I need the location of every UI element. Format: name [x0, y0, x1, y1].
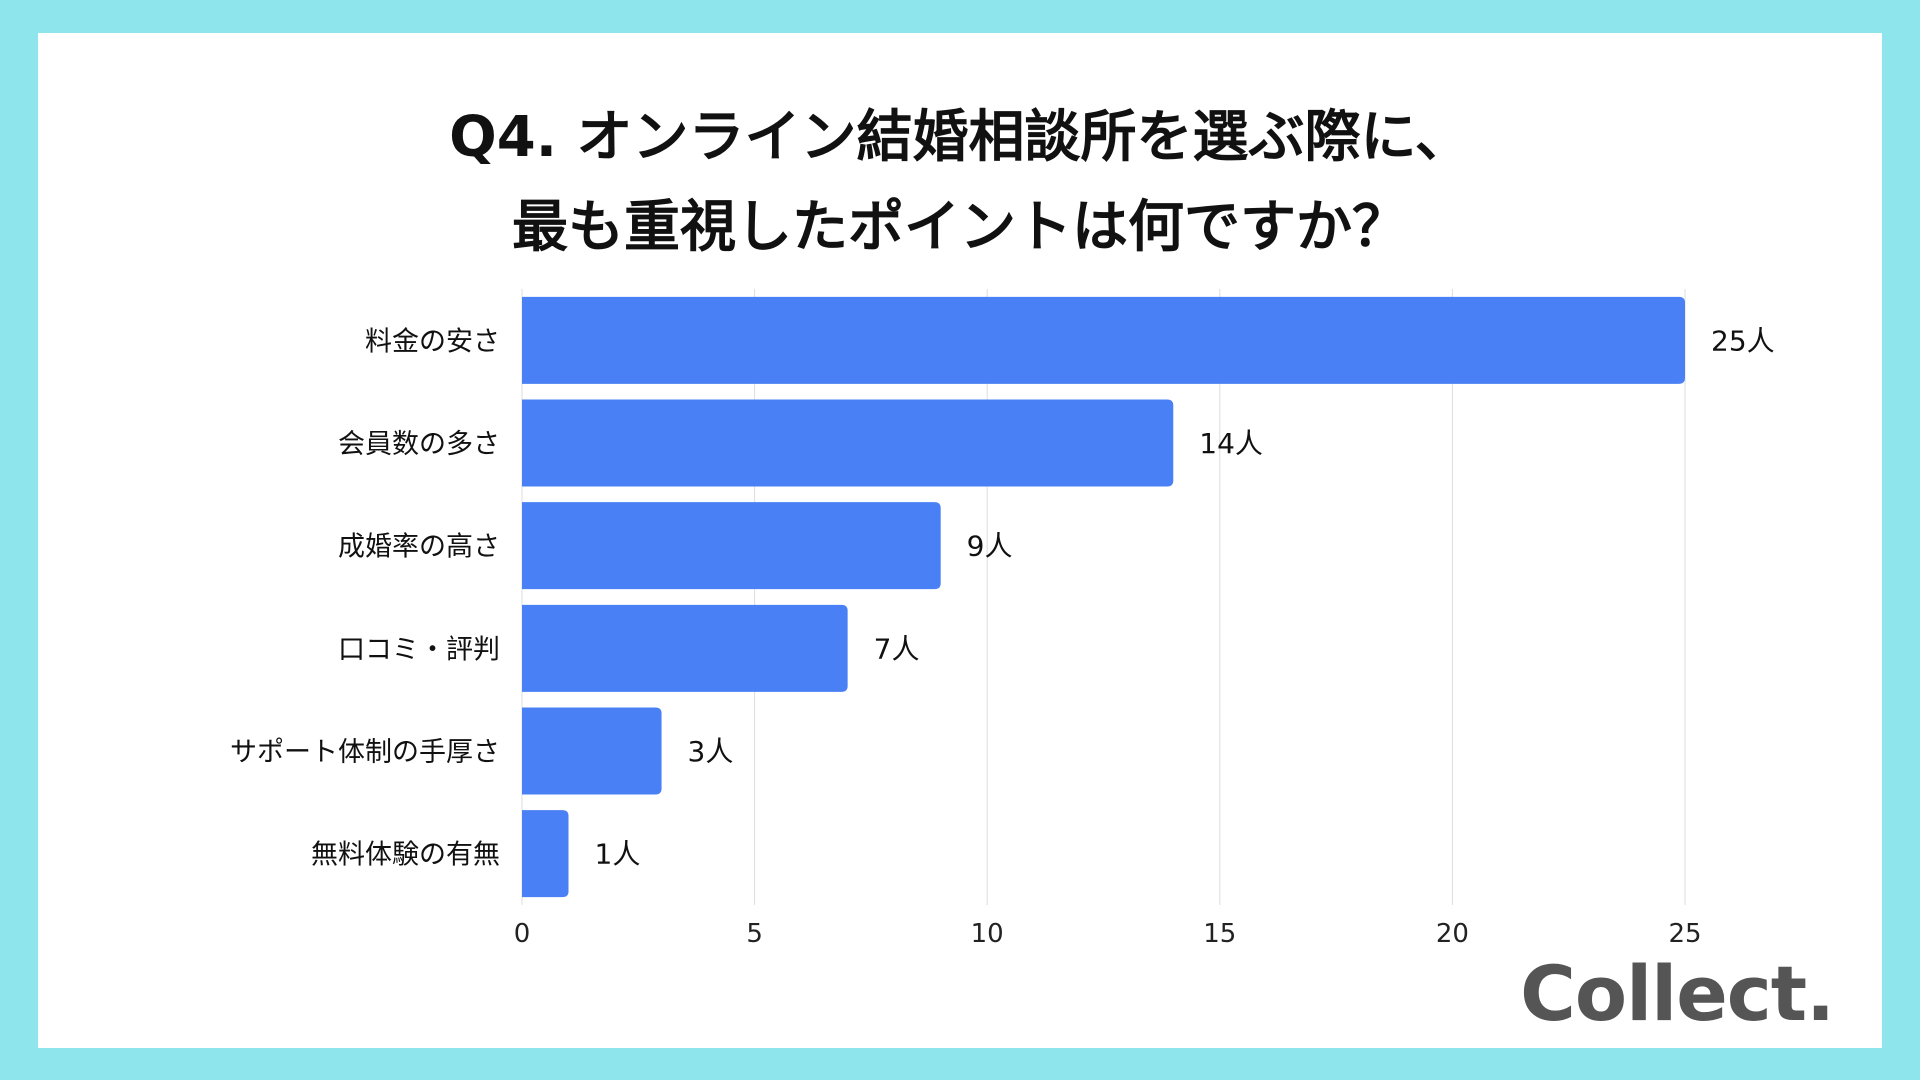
data-label: 14人: [1199, 427, 1263, 460]
bar: [522, 604, 848, 692]
x-tick-label: 10: [971, 919, 1004, 949]
category-label: 成婚率の高さ: [338, 532, 500, 563]
bar-layer: [522, 296, 1685, 898]
data-label: 7人: [874, 632, 920, 665]
collect-logo: Collect.: [1520, 949, 1835, 1038]
grid-layer: [521, 289, 1686, 905]
category-label: 会員数の多さ: [338, 429, 500, 460]
data-label: 25人: [1711, 324, 1775, 357]
title-line-1: Q4. オンライン結婚相談所を選ぶ際に、: [449, 105, 1471, 170]
data-label: 1人: [595, 838, 641, 871]
x-tick-label: 5: [746, 919, 763, 949]
data-label: 9人: [967, 530, 1013, 563]
bar: [522, 399, 1174, 487]
title-line-2: 最も重視したポイントは何ですか？: [512, 195, 1408, 260]
x-tick-label: 25: [1668, 919, 1701, 949]
category-label: 無料体験の有無: [311, 840, 500, 871]
category-label: 口コミ・評判: [338, 634, 500, 665]
x-tick-label: 20: [1436, 919, 1469, 949]
data-label: 3人: [688, 735, 734, 768]
bar: [522, 810, 569, 898]
bar: [522, 502, 941, 590]
bar: [522, 296, 1685, 384]
x-tick-label: 0: [514, 919, 531, 949]
category-label: サポート体制の手厚さ: [230, 737, 500, 768]
chart-card: Q4. オンライン結婚相談所を選ぶ際に、 最も重視したポイントは何ですか？ 0 5…: [38, 33, 1882, 1048]
category-label: 料金の安さ: [365, 326, 500, 357]
bar: [522, 707, 662, 795]
chart-title: Q4. オンライン結婚相談所を選ぶ際に、 最も重視したポイントは何ですか？: [38, 93, 1882, 273]
x-tick-label: 15: [1203, 919, 1236, 949]
